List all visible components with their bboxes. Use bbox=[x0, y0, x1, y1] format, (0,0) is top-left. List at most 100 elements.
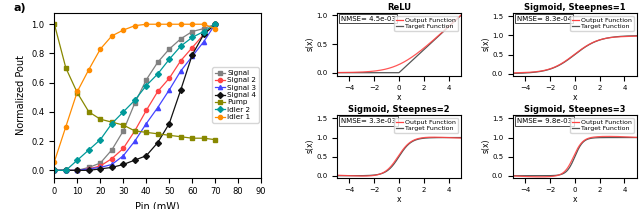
Signal 3 bbox=[108, 163, 116, 166]
Line: Signal 2: Signal 2 bbox=[52, 22, 217, 172]
Y-axis label: s(x): s(x) bbox=[306, 37, 315, 51]
Signal 3 bbox=[85, 168, 93, 170]
Pump bbox=[108, 121, 116, 123]
Legend: Signal, Signal 2, Signal 3, Signal 4, Pump, Idler 2, Idler 1: Signal, Signal 2, Signal 3, Signal 4, Pu… bbox=[212, 68, 259, 123]
Signal 3 bbox=[143, 122, 150, 125]
Signal 3 bbox=[165, 89, 173, 91]
Idler 2 bbox=[177, 45, 184, 47]
Pump bbox=[154, 133, 161, 135]
Signal 4 bbox=[108, 166, 116, 169]
Idler 1 bbox=[74, 90, 81, 93]
Idler 2 bbox=[120, 111, 127, 113]
Idler 1 bbox=[51, 160, 58, 163]
Signal bbox=[74, 169, 81, 172]
Pump bbox=[62, 67, 70, 69]
Idler 1 bbox=[97, 48, 104, 50]
Signal bbox=[211, 23, 219, 25]
Idler 2 bbox=[143, 84, 150, 87]
Signal 2 bbox=[200, 33, 207, 36]
Signal 4 bbox=[177, 89, 184, 91]
Signal 3 bbox=[62, 169, 70, 172]
Signal 2 bbox=[51, 169, 58, 172]
Signal 3 bbox=[154, 106, 161, 109]
Signal 4 bbox=[154, 141, 161, 144]
Line: Signal 3: Signal 3 bbox=[52, 22, 217, 172]
Signal 2 bbox=[143, 109, 150, 112]
Idler 2 bbox=[131, 99, 139, 101]
Signal 3 bbox=[200, 41, 207, 43]
Idler 1 bbox=[143, 23, 150, 25]
Idler 2 bbox=[97, 138, 104, 141]
Signal 4 bbox=[211, 23, 219, 25]
Signal 2 bbox=[154, 90, 161, 93]
Signal 4 bbox=[62, 169, 70, 172]
Signal 2 bbox=[188, 46, 196, 49]
Signal bbox=[165, 48, 173, 50]
Text: NMSE= 4.5e-03: NMSE= 4.5e-03 bbox=[340, 16, 396, 22]
Signal 4 bbox=[143, 154, 150, 157]
Idler 2 bbox=[62, 169, 70, 172]
Pump bbox=[51, 23, 58, 25]
Text: NMSE= 8.3e-04: NMSE= 8.3e-04 bbox=[516, 16, 572, 22]
Y-axis label: s(x): s(x) bbox=[306, 139, 315, 153]
Signal 4 bbox=[188, 54, 196, 56]
Signal bbox=[154, 61, 161, 64]
Signal bbox=[62, 169, 70, 172]
Signal 3 bbox=[188, 55, 196, 58]
Idler 1 bbox=[211, 27, 219, 30]
Pump bbox=[85, 111, 93, 113]
Pump bbox=[211, 138, 219, 141]
Signal 4 bbox=[165, 122, 173, 125]
Pump bbox=[143, 131, 150, 134]
Pump bbox=[165, 134, 173, 136]
Idler 2 bbox=[51, 169, 58, 172]
Line: Signal 4: Signal 4 bbox=[52, 22, 217, 172]
Legend: Output Function, Target Function: Output Function, Target Function bbox=[570, 118, 634, 133]
Title: Sigmoid, Steepnes=2: Sigmoid, Steepnes=2 bbox=[348, 105, 450, 114]
Signal 4 bbox=[74, 169, 81, 172]
Line: Idler 1: Idler 1 bbox=[52, 22, 217, 164]
Pump bbox=[74, 92, 81, 94]
Text: a): a) bbox=[13, 3, 26, 13]
Legend: Output Function, Target Function: Output Function, Target Function bbox=[394, 118, 458, 133]
Y-axis label: Normalized Pout: Normalized Pout bbox=[16, 55, 26, 135]
Pump bbox=[200, 137, 207, 139]
Pump bbox=[188, 137, 196, 139]
Y-axis label: s(x): s(x) bbox=[481, 139, 491, 153]
Text: b): b) bbox=[319, 3, 332, 13]
Idler 1 bbox=[108, 35, 116, 37]
Pump bbox=[177, 135, 184, 138]
Idler 2 bbox=[154, 73, 161, 75]
Legend: Output Function, Target Function: Output Function, Target Function bbox=[570, 16, 634, 31]
Signal bbox=[108, 149, 116, 151]
Signal 3 bbox=[51, 169, 58, 172]
Text: NMSE= 9.8e-03: NMSE= 9.8e-03 bbox=[516, 118, 572, 124]
Signal 2 bbox=[120, 147, 127, 150]
Signal 2 bbox=[211, 23, 219, 25]
Signal 2 bbox=[74, 169, 81, 172]
Idler 2 bbox=[165, 58, 173, 61]
Line: Idler 2: Idler 2 bbox=[52, 22, 217, 172]
Signal 2 bbox=[62, 169, 70, 172]
Pump bbox=[97, 118, 104, 120]
Pump bbox=[120, 124, 127, 126]
Signal 4 bbox=[97, 168, 104, 170]
Signal bbox=[97, 162, 104, 164]
Signal 3 bbox=[120, 154, 127, 157]
Signal 4 bbox=[200, 33, 207, 36]
Legend: Output Function, Target Function: Output Function, Target Function bbox=[394, 16, 458, 31]
Signal bbox=[143, 79, 150, 81]
Idler 2 bbox=[188, 36, 196, 39]
Signal bbox=[200, 27, 207, 30]
Signal bbox=[120, 130, 127, 132]
X-axis label: x: x bbox=[573, 195, 577, 204]
Signal 3 bbox=[211, 23, 219, 25]
X-axis label: Pin (mW): Pin (mW) bbox=[136, 202, 180, 209]
X-axis label: x: x bbox=[573, 93, 577, 102]
Line: Signal: Signal bbox=[52, 22, 217, 172]
Signal 2 bbox=[108, 157, 116, 160]
Signal bbox=[188, 30, 196, 33]
Signal 4 bbox=[131, 159, 139, 161]
Line: Pump: Pump bbox=[52, 22, 217, 142]
Signal 4 bbox=[51, 169, 58, 172]
